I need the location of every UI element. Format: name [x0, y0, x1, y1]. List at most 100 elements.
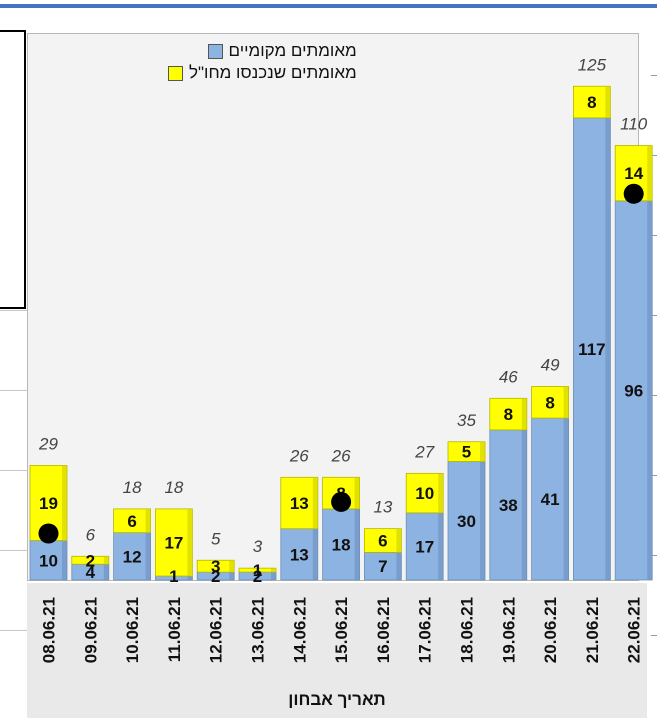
- side-panel-box: [0, 30, 26, 309]
- bar-local-shade: [521, 429, 527, 580]
- data-label-total: 18: [164, 478, 183, 497]
- data-label-abroad: 6: [378, 532, 387, 551]
- data-label-abroad: 8: [504, 405, 513, 424]
- bar-abroad: [405, 472, 444, 514]
- bar-abroad: [573, 85, 611, 119]
- x-tick-label: 09.06.21: [81, 597, 100, 663]
- bar-local: [280, 528, 319, 581]
- data-label-abroad: 6: [127, 512, 136, 531]
- data-label-abroad: 5: [462, 443, 471, 462]
- data-label-local: 96: [624, 381, 643, 400]
- data-label-abroad: 2: [86, 551, 95, 570]
- bar-abroad-shade: [312, 477, 318, 529]
- bar-abroad-shade: [354, 477, 360, 509]
- bar-local-shade: [438, 512, 444, 580]
- data-label-total: 27: [414, 442, 434, 461]
- data-label-abroad: 8: [587, 93, 596, 112]
- bar-local: [573, 117, 611, 581]
- legend-label-abroad: מאומתים שנכנסו מחו"ל: [189, 63, 357, 82]
- data-label-abroad: 3: [211, 557, 220, 576]
- data-label-local: 7: [378, 557, 387, 576]
- bar-local-shade: [145, 532, 151, 580]
- data-label-local: 2: [253, 567, 262, 586]
- bar-abroad-shade: [187, 508, 193, 577]
- x-tick-label: 14.06.21: [290, 597, 309, 663]
- bar-local: [531, 417, 569, 581]
- data-label-total: 125: [578, 55, 607, 74]
- data-label-abroad: 17: [164, 533, 183, 552]
- data-label-total: 3: [253, 537, 263, 556]
- bar-abroad-shade: [438, 473, 444, 513]
- bar-local: [405, 512, 444, 581]
- x-tick-label: 13.06.21: [249, 597, 268, 663]
- x-tick-label: 19.06.21: [499, 597, 518, 663]
- data-label-total: 18: [123, 478, 142, 497]
- bar-abroad-shade: [480, 441, 485, 462]
- data-label-abroad: 13: [290, 494, 309, 513]
- x-axis-area: [27, 583, 647, 718]
- bar-abroad: [531, 386, 569, 419]
- x-axis-title: תאריך אבחון: [288, 690, 386, 709]
- bar-local-shade: [103, 564, 109, 580]
- legend-swatch-abroad: [168, 65, 183, 81]
- x-tick-label: 22.06.21: [625, 597, 644, 663]
- bar-abroad-shade: [271, 568, 276, 573]
- data-label-local: 41: [541, 490, 560, 509]
- data-label-abroad: 19: [39, 494, 58, 513]
- data-label-total: 26: [289, 446, 309, 465]
- chart-legend: מאומתים מקומיים מאומתים שנכנסו מחו"ל: [168, 40, 357, 84]
- x-tick-label: 20.06.21: [541, 597, 560, 663]
- data-label-abroad: 1: [253, 561, 262, 580]
- bar-local-shade: [480, 461, 485, 580]
- x-tick-label: 10.06.21: [123, 597, 142, 663]
- bar-abroad-shade: [62, 465, 67, 541]
- data-label-local: 1: [169, 567, 178, 586]
- bar-abroad-shade: [103, 556, 109, 565]
- x-tick-label: 12.06.21: [207, 597, 226, 663]
- x-tick-label: 15.06.21: [332, 597, 351, 663]
- legend-item-local: מאומתים מקומיים: [168, 40, 357, 62]
- data-label-abroad: 10: [415, 484, 434, 503]
- data-label-total: 26: [331, 446, 351, 465]
- bar-local-shade: [396, 552, 402, 580]
- data-label-local: 117: [578, 340, 605, 359]
- bar-abroad-shade: [145, 508, 151, 533]
- bar-abroad: [154, 508, 193, 577]
- data-label-local: 10: [39, 551, 58, 570]
- data-label-total: 5: [211, 529, 221, 548]
- data-label-local: 2: [211, 567, 220, 586]
- bar-local-shade: [187, 576, 193, 580]
- data-label-abroad: 14: [624, 164, 643, 183]
- data-label-local: 18: [332, 535, 351, 554]
- data-label-total: 110: [620, 115, 648, 134]
- x-tick-label: 17.06.21: [416, 597, 435, 663]
- data-label-abroad: 8: [545, 393, 554, 412]
- bar-local: [363, 551, 402, 581]
- bar-abroad-shade: [563, 386, 569, 419]
- data-label-local: 38: [499, 496, 518, 515]
- x-tick-label: 11.06.21: [165, 597, 184, 662]
- bar-abroad-shade: [396, 528, 402, 553]
- data-label-total: 35: [457, 411, 476, 430]
- bar-abroad-shade: [647, 145, 653, 201]
- bar-local: [614, 200, 653, 581]
- x-tick-label: 21.06.21: [583, 597, 602, 663]
- bar-local-shade: [647, 200, 653, 581]
- data-label-total: 49: [541, 355, 560, 374]
- bar-abroad: [280, 476, 319, 530]
- highlight-marker: [38, 523, 59, 544]
- bar-abroad-shade: [521, 398, 527, 430]
- bar-local-shade: [271, 572, 276, 580]
- data-label-local: 12: [123, 547, 142, 566]
- bar-abroad-shade: [605, 86, 611, 118]
- bar-local-shade: [563, 418, 569, 580]
- bar-local-shade: [354, 508, 360, 580]
- highlight-marker: [623, 183, 644, 204]
- legend-label-local: מאומתים מקומיים: [228, 41, 357, 60]
- x-tick-label: 18.06.21: [458, 597, 477, 663]
- data-label-total: 46: [499, 367, 518, 386]
- x-tick-label: 08.06.21: [40, 597, 59, 663]
- data-label-total: 13: [373, 498, 392, 517]
- data-label-total: 29: [38, 434, 58, 453]
